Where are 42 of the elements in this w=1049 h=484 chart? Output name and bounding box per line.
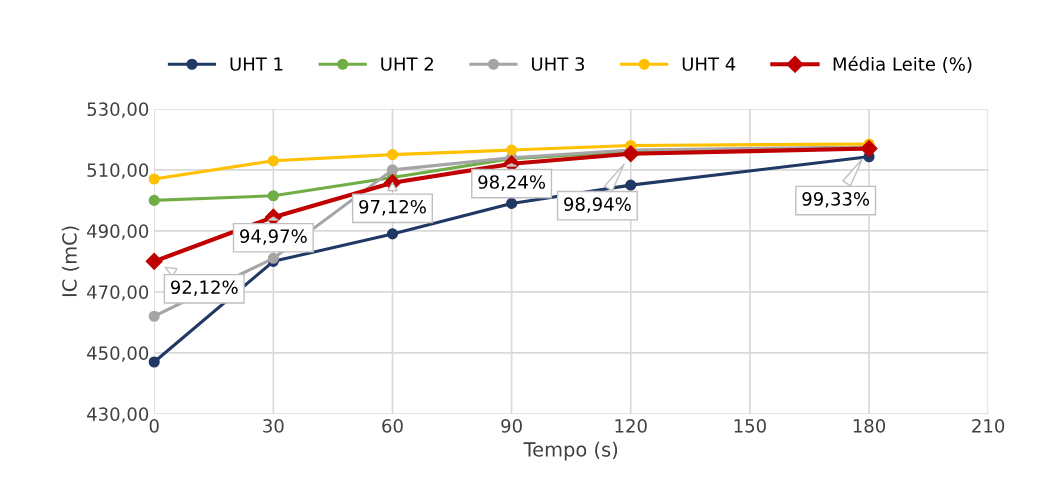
annotation: 94,97% bbox=[240, 229, 307, 245]
annotation: 97,12% bbox=[359, 199, 426, 216]
point bbox=[506, 144, 518, 156]
point bbox=[386, 149, 399, 161]
x-tick-label: 120 bbox=[615, 419, 647, 433]
legend-label: Média Leite (%) bbox=[833, 56, 972, 73]
y-tick-label: 430,00 bbox=[87, 407, 149, 423]
point bbox=[267, 190, 279, 202]
point bbox=[625, 179, 637, 191]
annotation: 99,33% bbox=[802, 192, 870, 208]
annotation: 98,94% bbox=[564, 197, 631, 213]
y-tick-label: 470,00 bbox=[87, 285, 149, 301]
point bbox=[148, 356, 160, 368]
y-tick-label: 490,00 bbox=[87, 224, 149, 240]
point bbox=[148, 194, 160, 206]
point bbox=[148, 310, 160, 322]
point bbox=[267, 155, 279, 167]
y-tick-label: 530,00 bbox=[87, 102, 149, 118]
y-tick-label: 450,00 bbox=[87, 346, 149, 362]
annotation: 92,12% bbox=[170, 280, 238, 296]
legend-label: UHT 3 bbox=[532, 57, 585, 71]
point bbox=[386, 164, 399, 176]
y-tick-label: 510,00 bbox=[87, 163, 149, 179]
point bbox=[506, 197, 518, 209]
point bbox=[386, 228, 399, 240]
x-tick-label: 150 bbox=[734, 419, 766, 433]
y-axis-title: IC (mC) bbox=[61, 226, 80, 297]
point bbox=[860, 139, 878, 158]
legend-label: UHT 4 bbox=[682, 57, 736, 71]
x-tick-label: 0 bbox=[149, 419, 159, 433]
x-tick-label: 210 bbox=[972, 419, 1005, 433]
point bbox=[622, 145, 640, 163]
legend-label: UHT 2 bbox=[381, 57, 433, 71]
point bbox=[148, 173, 160, 185]
annotation: 98,24% bbox=[478, 175, 546, 191]
x-tick-label: 60 bbox=[382, 419, 403, 433]
x-tick-label: 180 bbox=[853, 419, 886, 433]
point bbox=[145, 252, 163, 270]
legend-label: UHT 1 bbox=[230, 57, 283, 71]
x-tick-label: 30 bbox=[263, 419, 284, 433]
x-axis-title: Tempo (s) bbox=[523, 441, 618, 461]
x-tick-label: 90 bbox=[501, 419, 522, 433]
